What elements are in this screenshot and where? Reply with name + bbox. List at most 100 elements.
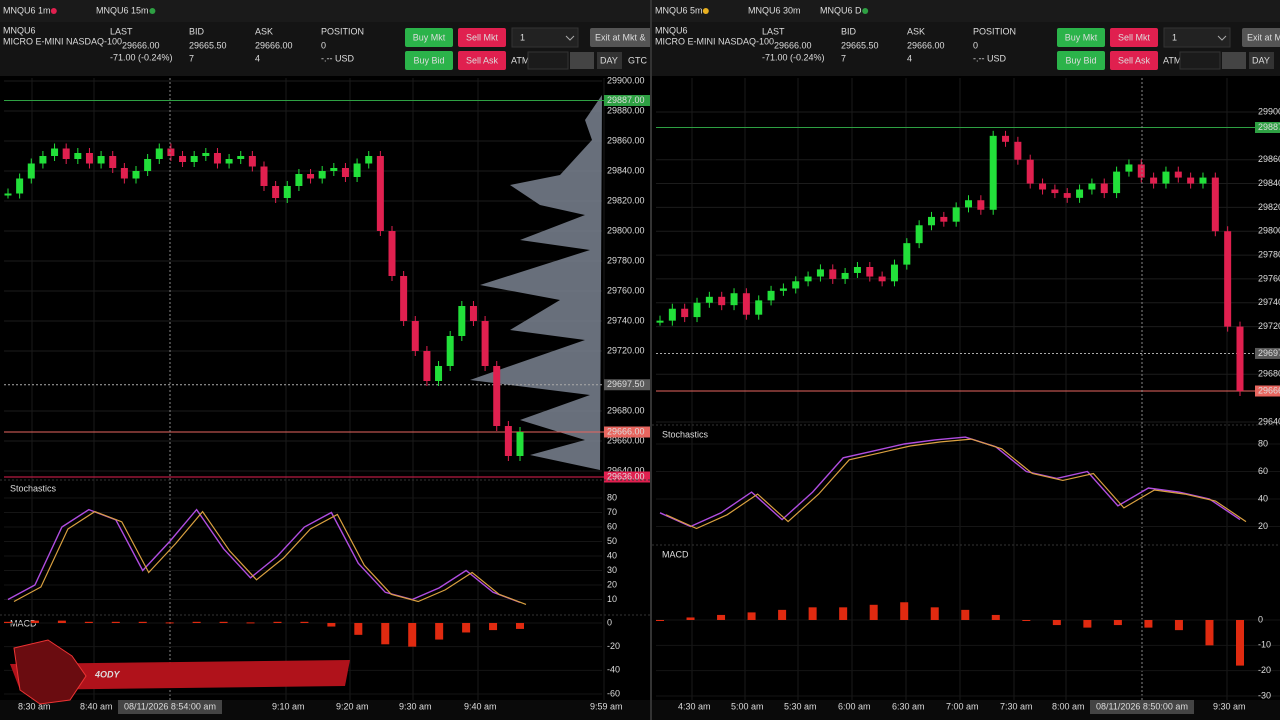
qty-select[interactable] <box>511 27 579 48</box>
atm-settings[interactable] <box>1222 52 1246 69</box>
exit-button[interactable] <box>1242 28 1280 47</box>
order-button-label[interactable]: Buy Mkt <box>413 32 446 42</box>
tif-day[interactable] <box>597 52 622 69</box>
macd-bar <box>1052 620 1061 626</box>
tab-label[interactable]: MNQU6 5m <box>655 5 703 15</box>
order-button-label[interactable]: Buy Mkt <box>1065 32 1098 42</box>
order-button[interactable] <box>1057 51 1105 70</box>
price-tick-label: 29720.00 <box>607 345 645 355</box>
candle <box>1224 231 1232 327</box>
quote-position-label: POSITION <box>321 26 364 36</box>
candle <box>27 163 35 179</box>
order-button[interactable] <box>458 51 506 70</box>
order-button-label[interactable]: Sell Ask <box>1118 55 1151 65</box>
macd-tick-label: 0 <box>607 617 612 627</box>
order-button[interactable] <box>458 28 506 47</box>
atm-settings[interactable] <box>570 52 594 69</box>
qty-select[interactable] <box>1163 27 1231 48</box>
candle <box>1026 159 1034 184</box>
candle <box>1039 183 1047 190</box>
candle <box>693 302 701 318</box>
candle <box>1199 177 1207 184</box>
macd-bar <box>1113 620 1122 626</box>
quote-position-value: -.-- USD <box>973 53 1006 63</box>
candle <box>109 156 117 168</box>
stochastics-label: Stochastics <box>10 483 57 493</box>
tif-day[interactable] <box>1249 52 1274 69</box>
price-tick-label: 29780.00 <box>1258 249 1280 259</box>
tab-label[interactable]: MNQU6 1m <box>3 5 51 15</box>
candle <box>190 156 198 162</box>
candle <box>62 148 70 159</box>
stoch-d-line <box>13 510 527 605</box>
tab-status-dot <box>50 8 57 14</box>
order-button[interactable] <box>405 51 453 70</box>
exit-button[interactable] <box>590 28 660 47</box>
price-tick-label: 29740.00 <box>607 315 645 325</box>
price-level-tag <box>1255 122 1280 133</box>
macd-bar <box>84 621 93 623</box>
order-button[interactable] <box>405 28 453 47</box>
tif-day-label[interactable]: DAY <box>1252 55 1270 65</box>
macd-bar <box>869 604 878 620</box>
tab-label[interactable]: MNQU6 15m <box>96 5 149 15</box>
macd-bar <box>1083 620 1092 628</box>
quote-position: 0 <box>973 40 978 50</box>
atm-select[interactable] <box>527 51 569 70</box>
tab-label[interactable]: MNQU6 D <box>820 5 862 15</box>
candle <box>866 267 874 277</box>
tab-label[interactable]: MNQU6 30m <box>748 5 801 15</box>
macd-bar <box>273 621 282 623</box>
macd-bar <box>57 620 66 623</box>
atm-select[interactable] <box>1179 51 1221 70</box>
tif-gtc-label[interactable]: GTC <box>628 55 647 65</box>
order-button-label[interactable]: Sell Mkt <box>466 32 499 42</box>
macd-bar <box>686 617 695 620</box>
symbol: MNQU6 <box>3 25 36 35</box>
macd-bar <box>1205 620 1214 646</box>
order-button-label[interactable]: Sell Ask <box>466 55 499 65</box>
price-tick-label: 29860.00 <box>1258 154 1280 164</box>
exit-button-label[interactable]: Exit at Mkt & <box>595 32 646 42</box>
stoch-tick-label: 80 <box>607 492 617 502</box>
crosshair-time: 08/11/2026 8:54:00 am <box>124 701 216 711</box>
order-button[interactable] <box>1110 51 1158 70</box>
quote-ask-size: 4 <box>907 53 912 63</box>
candle <box>890 264 898 282</box>
macd-bar <box>1144 620 1153 628</box>
macd-bar <box>747 612 756 620</box>
candle <box>718 296 726 306</box>
price-tick-label: 29820.00 <box>607 195 645 205</box>
price-tick-label: 29660.00 <box>607 435 645 445</box>
stoch-tick-label: 20 <box>1258 521 1268 531</box>
macd-tick-label: -20 <box>607 641 620 651</box>
qty-value[interactable]: 1 <box>520 32 525 42</box>
time-label: 9:30 am <box>1213 701 1246 711</box>
candle <box>248 156 256 167</box>
symbol: MNQU6 <box>655 25 688 35</box>
atm-label: ATM <box>1163 55 1181 65</box>
candle <box>504 426 512 456</box>
exit-button-label[interactable]: Exit at Mkt & <box>1247 32 1280 42</box>
macd-bar <box>839 607 848 620</box>
order-button-label[interactable]: Buy Bid <box>413 55 444 65</box>
macd-bar <box>717 614 726 620</box>
tif-day-label[interactable]: DAY <box>600 55 618 65</box>
order-button[interactable] <box>1110 28 1158 47</box>
candle <box>1211 177 1219 232</box>
candle <box>411 321 419 351</box>
order-button-label[interactable]: Sell Mkt <box>1118 32 1151 42</box>
candle <box>1014 141 1022 160</box>
time-label: 9:30 am <box>399 701 432 711</box>
candle <box>1100 183 1108 194</box>
candle <box>213 153 221 164</box>
candle <box>668 308 676 321</box>
time-label: 6:30 am <box>892 701 925 711</box>
qty-value[interactable]: 1 <box>1172 32 1177 42</box>
divider <box>650 0 652 720</box>
price-tick-label: 29820.00 <box>1258 202 1280 212</box>
order-button[interactable] <box>1057 28 1105 47</box>
order-button-label[interactable]: Buy Bid <box>1065 55 1096 65</box>
price-level-label: 29887.00 <box>1258 122 1280 132</box>
